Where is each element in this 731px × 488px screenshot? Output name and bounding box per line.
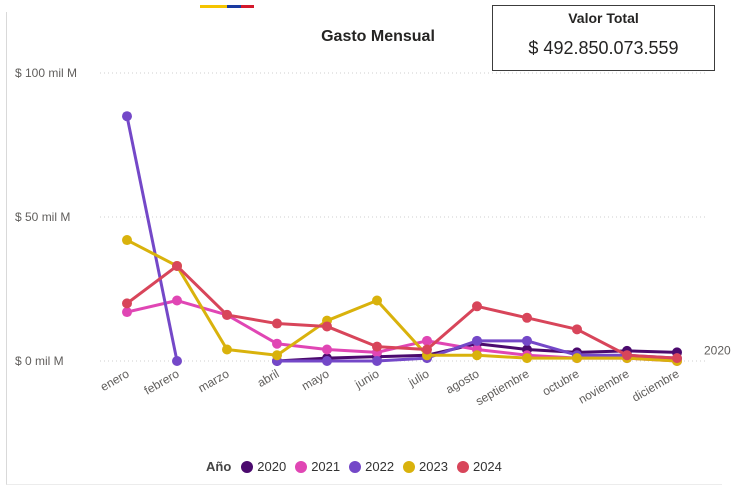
gridlines xyxy=(100,72,705,362)
x-tick-label: marzo xyxy=(196,366,232,395)
legend: Año 2020 2021 2022 2023 2024 xyxy=(206,459,511,474)
x-tick-label: abril xyxy=(255,366,282,389)
series-line xyxy=(125,238,679,363)
data-point[interactable] xyxy=(422,335,432,346)
legend-marker xyxy=(456,460,469,473)
data-point[interactable] xyxy=(172,356,182,366)
data-point[interactable] xyxy=(322,356,332,366)
data-point[interactable] xyxy=(472,301,482,312)
data-point[interactable] xyxy=(472,350,482,361)
y-axis-ticks: $ 0 mil M $ 50 mil M $ 100 mil M xyxy=(15,66,77,368)
data-point[interactable] xyxy=(522,312,532,323)
data-point[interactable] xyxy=(222,344,232,355)
legend-label: 2024 xyxy=(472,459,502,474)
legend-label: 2021 xyxy=(311,459,341,474)
x-tick-label: mayo xyxy=(299,366,332,393)
legend-item[interactable]: 2022 xyxy=(349,459,394,474)
legend-label: 2020 xyxy=(257,459,287,474)
data-point[interactable] xyxy=(522,353,532,364)
x-tick-label: junio xyxy=(352,366,382,391)
legend-marker xyxy=(241,460,254,473)
series-line xyxy=(125,114,179,363)
flag-stripe xyxy=(240,5,254,8)
series-2024 xyxy=(122,260,682,364)
x-tick-label: septiembre xyxy=(473,366,532,408)
data-point[interactable] xyxy=(672,353,682,364)
data-point[interactable] xyxy=(272,338,282,349)
series-line xyxy=(125,264,679,360)
data-point[interactable] xyxy=(122,111,132,122)
data-point[interactable] xyxy=(322,344,332,355)
legend-marker xyxy=(349,460,362,473)
legend-item[interactable]: 2024 xyxy=(456,459,502,474)
legend-marker xyxy=(403,460,416,473)
x-axis-ticks: enero febrero marzo abril mayo junio julio agos… xyxy=(98,366,682,408)
data-point[interactable] xyxy=(472,335,482,346)
x-tick-label: diciembre xyxy=(629,366,681,404)
legend-marker xyxy=(295,460,308,473)
data-point[interactable] xyxy=(622,350,632,361)
series-end-label: 2020 xyxy=(704,343,731,357)
end-labels: 2020 xyxy=(704,343,731,357)
chart-frame xyxy=(6,12,722,485)
total-value-card: Valor Total $ 492.850.073.559 xyxy=(492,5,715,71)
legend-item[interactable]: 2023 xyxy=(403,459,448,474)
legend-label: 2023 xyxy=(419,459,448,474)
data-point[interactable] xyxy=(522,335,532,346)
flag-stripe xyxy=(200,5,227,8)
data-point[interactable] xyxy=(122,235,132,246)
data-point[interactable] xyxy=(372,341,382,352)
data-point[interactable] xyxy=(172,260,182,271)
series-lines xyxy=(122,111,682,366)
data-point[interactable] xyxy=(272,318,282,329)
y-tick-label: $ 100 mil M xyxy=(15,66,77,80)
legend-label: 2022 xyxy=(365,459,395,474)
x-tick-label: julio xyxy=(405,366,432,389)
data-point[interactable] xyxy=(422,344,432,355)
y-tick-label: $ 0 mil M xyxy=(15,354,64,368)
y-tick-label: $ 50 mil M xyxy=(15,210,70,224)
data-point[interactable] xyxy=(122,298,132,309)
legend-item[interactable]: 2021 xyxy=(295,459,340,474)
x-tick-label: enero xyxy=(98,366,132,394)
data-point[interactable] xyxy=(272,350,282,361)
x-tick-label: noviembre xyxy=(576,366,632,406)
data-point[interactable] xyxy=(172,295,182,306)
card-value: $ 492.850.073.559 xyxy=(528,38,679,58)
flag-banner xyxy=(200,0,254,8)
data-point[interactable] xyxy=(222,309,232,320)
x-tick-label: agosto xyxy=(443,366,481,396)
card-label: Valor Total xyxy=(568,10,639,26)
flag-stripe xyxy=(227,5,241,8)
legend-item[interactable]: 2020 xyxy=(241,459,286,474)
legend-items: 2020 2021 2022 2023 2024 xyxy=(241,459,511,474)
legend-title: Año xyxy=(206,459,232,474)
data-point[interactable] xyxy=(572,324,582,335)
data-point[interactable] xyxy=(322,321,332,332)
data-point[interactable] xyxy=(372,356,382,366)
data-point[interactable] xyxy=(122,307,132,318)
x-tick-label: febrero xyxy=(142,366,182,397)
data-point[interactable] xyxy=(572,353,582,364)
data-point[interactable] xyxy=(372,295,382,306)
